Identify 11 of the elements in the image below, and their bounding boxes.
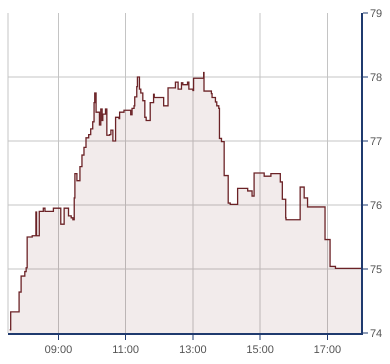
y-tick-label: 79 (370, 8, 382, 20)
y-tick-label: 78 (370, 72, 382, 84)
x-tick-label: 15:00 (246, 344, 274, 356)
x-tick-label: 11:00 (112, 344, 140, 356)
x-tick-label: 09:00 (44, 344, 72, 356)
y-tick-label: 76 (370, 200, 382, 212)
x-tick-label: 13:00 (179, 344, 207, 356)
y-tick-label: 77 (370, 136, 382, 148)
y-tick-label: 75 (370, 264, 382, 276)
y-tick-label: 74 (370, 328, 382, 340)
x-tick-label: 17:00 (314, 344, 342, 356)
